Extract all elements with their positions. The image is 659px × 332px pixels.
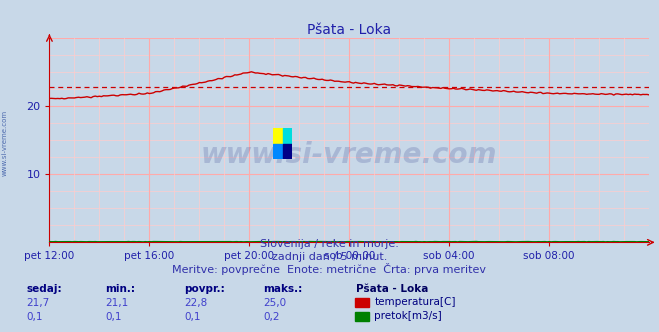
Title: Pšata - Loka: Pšata - Loka bbox=[307, 23, 391, 37]
Text: 25,0: 25,0 bbox=[264, 298, 287, 308]
Text: www.si-vreme.com: www.si-vreme.com bbox=[1, 110, 8, 176]
Text: 0,2: 0,2 bbox=[264, 312, 280, 322]
Text: zadnji dan / 5 minut.: zadnji dan / 5 minut. bbox=[272, 252, 387, 262]
Bar bbox=[283, 143, 292, 159]
Text: Pšata - Loka: Pšata - Loka bbox=[356, 284, 428, 294]
Bar bbox=[273, 143, 283, 159]
Text: Meritve: povprečne  Enote: metrične  Črta: prva meritev: Meritve: povprečne Enote: metrične Črta:… bbox=[173, 263, 486, 275]
Text: temperatura[C]: temperatura[C] bbox=[374, 297, 456, 307]
Text: 21,1: 21,1 bbox=[105, 298, 129, 308]
Text: www.si-vreme.com: www.si-vreme.com bbox=[201, 140, 498, 169]
Text: 0,1: 0,1 bbox=[185, 312, 201, 322]
Text: pretok[m3/s]: pretok[m3/s] bbox=[374, 311, 442, 321]
Text: min.:: min.: bbox=[105, 284, 136, 294]
Bar bbox=[273, 128, 283, 143]
Bar bbox=[283, 128, 292, 143]
Text: 0,1: 0,1 bbox=[105, 312, 122, 322]
Text: 0,1: 0,1 bbox=[26, 312, 43, 322]
Text: Slovenija / reke in morje.: Slovenija / reke in morje. bbox=[260, 239, 399, 249]
Text: povpr.:: povpr.: bbox=[185, 284, 225, 294]
Text: 22,8: 22,8 bbox=[185, 298, 208, 308]
Text: maks.:: maks.: bbox=[264, 284, 303, 294]
Text: 21,7: 21,7 bbox=[26, 298, 49, 308]
Text: sedaj:: sedaj: bbox=[26, 284, 62, 294]
